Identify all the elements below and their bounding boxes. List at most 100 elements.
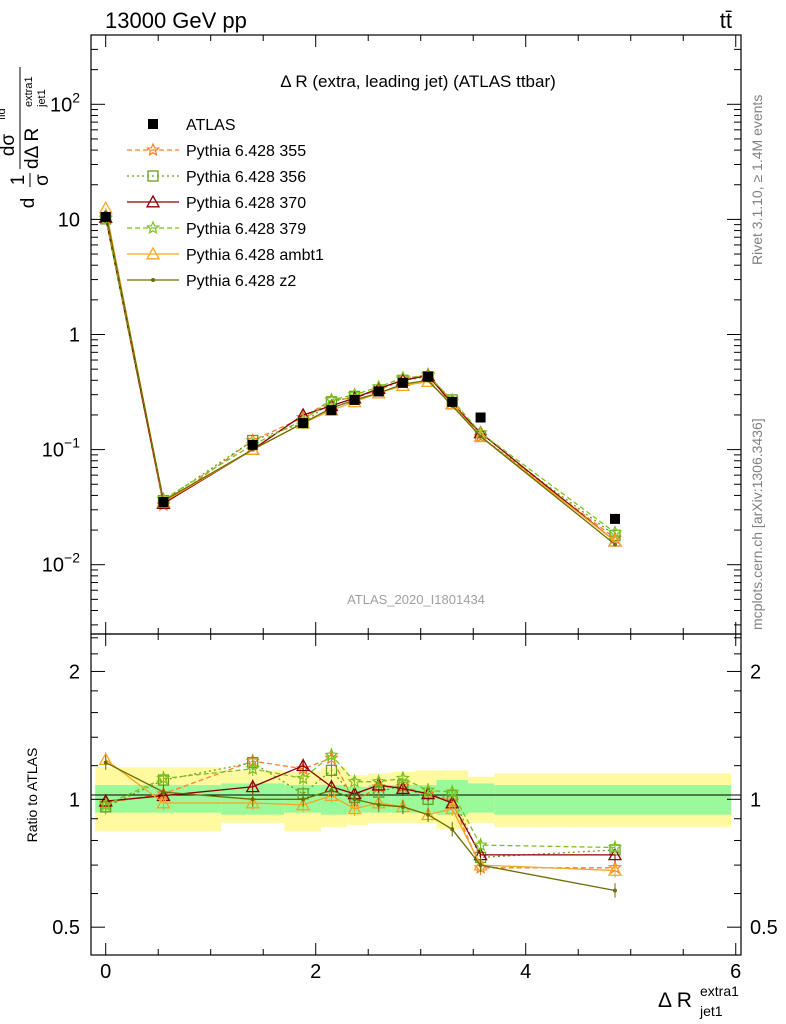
ratio-series-point	[395, 770, 411, 785]
y-tick-label-main: 10−1	[42, 435, 80, 462]
legend-marker	[147, 170, 159, 182]
header-final-state: tt̄	[720, 8, 732, 33]
atlas-data-point	[349, 394, 360, 405]
y-tick-label-ratio: 1	[69, 789, 80, 811]
ratio-band-layer	[95, 767, 731, 832]
main-series-line	[105, 212, 616, 545]
legend-label: Pythia 6.428 370	[186, 195, 306, 212]
legend-label-atlas: ATLAS	[186, 117, 236, 134]
atlas-data-point	[475, 412, 486, 423]
ratio-series-point	[329, 788, 334, 793]
y-label-numerator: dσ	[0, 134, 19, 157]
mcplots-label: mcplots.cern.ch [arXiv:1306.3436]	[749, 418, 765, 630]
atlas-data-point	[158, 497, 169, 508]
y-tick-label-ratio: 2	[69, 661, 80, 683]
ratio-series-point	[250, 797, 255, 802]
main-axis: 10−2 10−1 1 10 102	[42, 34, 741, 634]
ratio-series-point	[450, 827, 455, 832]
ratio-series-point	[352, 797, 357, 802]
main-series-line	[105, 217, 616, 542]
ratio-series-point	[245, 779, 260, 793]
ratio-series-point	[607, 839, 623, 854]
atlas-data-point	[373, 386, 384, 397]
atlas-data-point	[423, 371, 434, 382]
legend-marker-atlas	[148, 119, 158, 129]
y-label-prefix-num: 1	[8, 175, 29, 186]
main-series-point	[612, 542, 617, 547]
ratio-series-point	[607, 847, 623, 861]
ratio-series-point	[400, 804, 405, 809]
ratio-series-point	[301, 797, 306, 802]
atlas-data-point	[397, 377, 408, 388]
ratio-series-point	[607, 863, 623, 876]
ratio-band-stat	[494, 785, 731, 815]
ratio-series-point	[347, 774, 362, 788]
legend-marker	[145, 246, 161, 260]
ratio-series-point	[445, 801, 460, 815]
y-tick-label-main: 1	[69, 325, 80, 347]
y-tick-label-main: 102	[50, 89, 80, 116]
legend-label: Pythia 6.428 355	[186, 143, 306, 160]
atlas-data-point	[609, 513, 620, 524]
ratio-series-point	[296, 758, 311, 772]
y-label-prefix-den: σ	[32, 174, 53, 186]
ratio-series-point	[324, 788, 339, 802]
legend-label: Pythia 6.428 356	[186, 169, 306, 186]
ratio-series-point	[325, 764, 338, 776]
atlas-data-point	[447, 396, 458, 407]
atlas-data-point	[298, 418, 309, 429]
atlas-data-point	[247, 439, 258, 450]
main-series-point	[609, 529, 621, 541]
ratio-series-point	[376, 802, 381, 807]
main-series-point	[473, 429, 488, 442]
ratio-series-point	[612, 888, 617, 893]
ratio-series-point	[161, 790, 166, 795]
ratio-frame	[90, 633, 742, 956]
ratio-series-point	[295, 770, 311, 785]
y-tick-label-ratio-right: 0.5	[750, 917, 778, 939]
y-label-denominator: dΔ R	[22, 128, 43, 169]
ratio-series-point	[103, 760, 108, 765]
ratio-series-point	[420, 782, 436, 797]
legend-marker	[145, 142, 161, 157]
x-tick-label: 2	[310, 961, 321, 983]
ratio-series-point	[156, 770, 171, 785]
ratio-band-stat	[467, 783, 495, 813]
ratio-series-line	[105, 757, 615, 869]
chart-title: Δ R (extra, leading jet) (ATLAS ttbar)	[280, 72, 556, 91]
y-label-numerator-sup: fid	[0, 108, 8, 120]
ratio-axis: 0 2 4 6 0.5 0.5 1 1 2 2	[52, 634, 778, 983]
legend-marker	[145, 220, 161, 235]
main-panel: 10−2 10−1 1 10 102	[42, 34, 742, 635]
x-tick-label: 6	[730, 961, 741, 983]
main-series-line	[105, 218, 616, 534]
rivet-label: Rivet 3.1.10, ≥ 1.4M events	[749, 95, 765, 265]
legend-marker	[151, 278, 155, 282]
ratio-series-point	[156, 795, 171, 809]
x-label-sup: extra1	[700, 983, 739, 999]
main-series-point	[324, 392, 339, 407]
ratio-series-point	[371, 774, 386, 788]
ratio-series-point	[98, 797, 113, 812]
ratio-series-line	[105, 762, 616, 892]
main-data-layer	[100, 211, 620, 524]
legend: ATLAS Pythia 6.428 355 Pythia 6.428 356 Pyt…	[127, 117, 324, 290]
legend-label: Pythia 6.428 379	[186, 221, 306, 238]
legend-label: Pythia 6.428 ambt1	[186, 247, 324, 264]
x-tick-label: 4	[520, 961, 531, 983]
legend-label: Pythia 6.428 z2	[186, 273, 296, 290]
main-y-label: 1 σ d dσ fid dΔ R jet1 extra1	[0, 67, 53, 208]
atlas-data-point	[100, 211, 111, 222]
ratio-y-label: Ratio to ATLAS	[24, 748, 40, 843]
watermark: ATLAS_2020_I1801434	[347, 592, 485, 607]
x-axis-label: Δ R jet1 extra1	[658, 983, 739, 1019]
main-series-line	[105, 208, 616, 542]
legend-marker	[145, 194, 161, 208]
ratio-series-point	[426, 812, 431, 817]
ratio-series-point	[245, 795, 260, 809]
svg-text:d: d	[18, 198, 39, 209]
ratio-series-point	[296, 797, 311, 811]
y-tick-label-ratio-right: 2	[750, 661, 761, 683]
ratio-series-point	[478, 863, 483, 868]
